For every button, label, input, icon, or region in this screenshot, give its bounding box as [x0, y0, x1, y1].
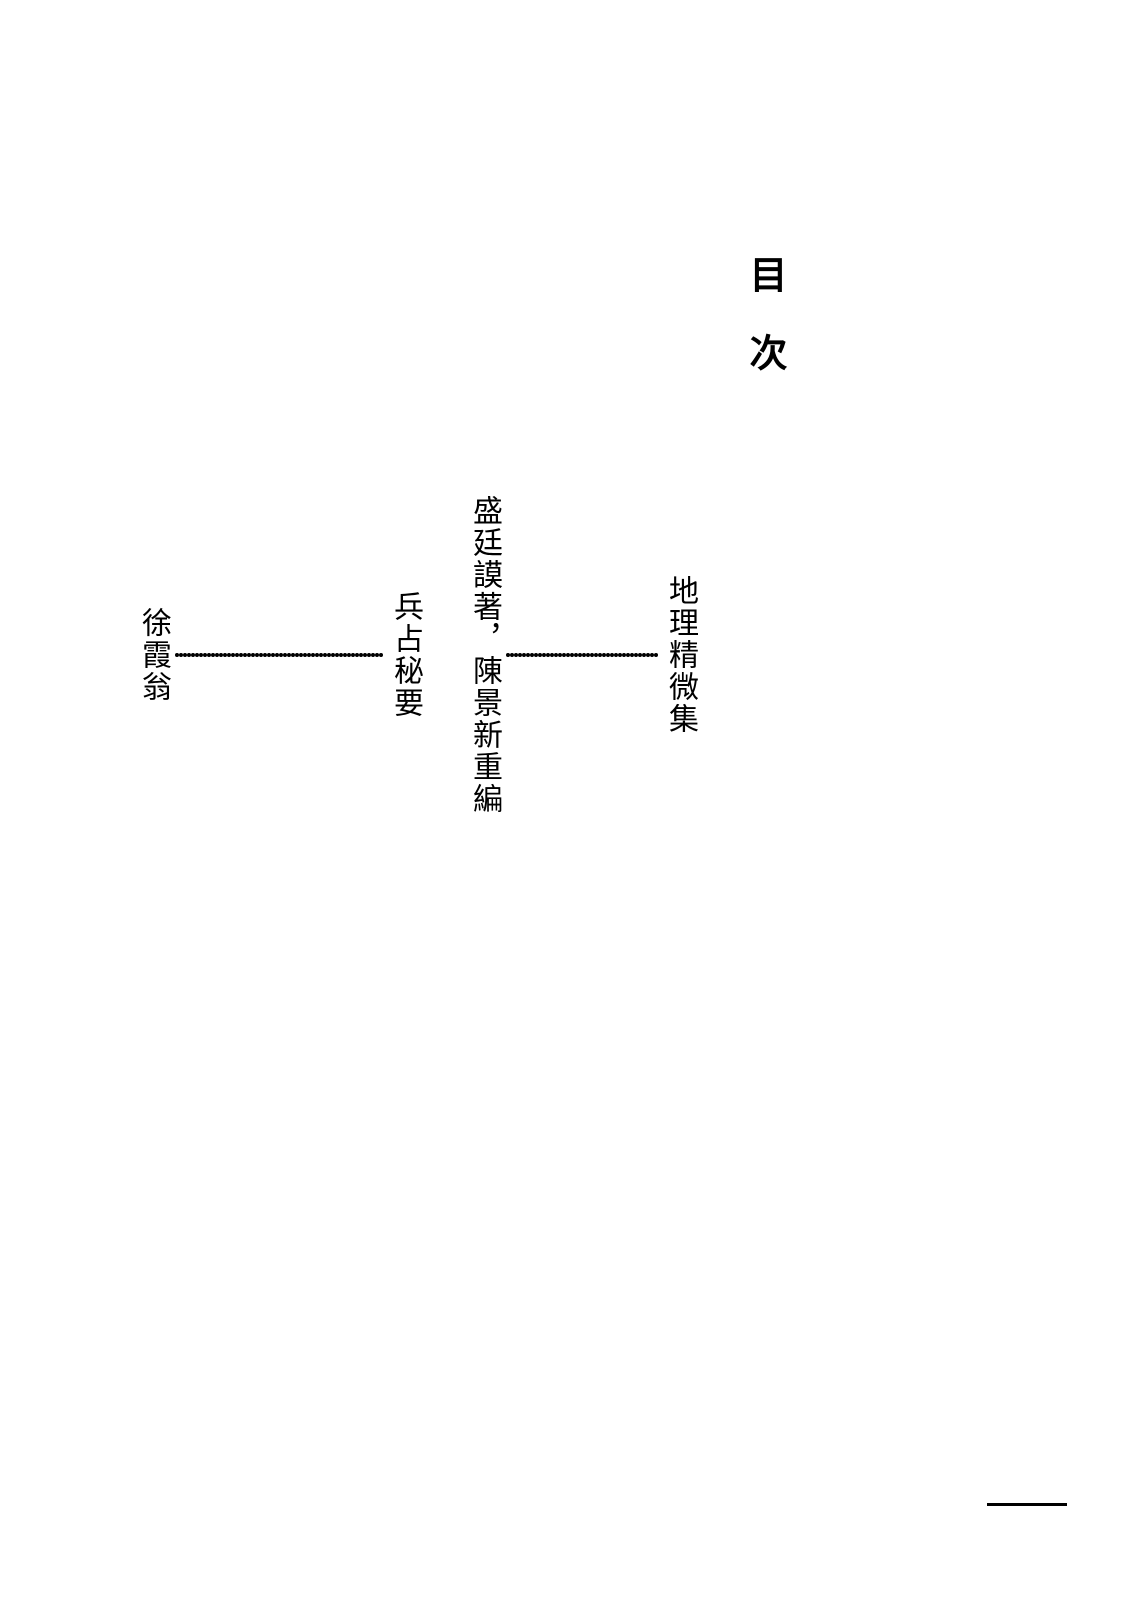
toc-entry-1: 兵占秘要 徐霞翁 [131, 180, 427, 1130]
entry-title: 地理精微集 [658, 575, 702, 735]
toc-entry-0: 地理精微集 盛廷謨著，陳景新重編 [462, 180, 702, 1130]
heading: 目次 [737, 180, 792, 1130]
page-marker [987, 1503, 1067, 1506]
entry-title: 兵占秘要 [383, 591, 427, 719]
table-of-contents: 目次 地理精微集 盛廷謨著，陳景新重編 兵占秘要 徐霞翁 [131, 180, 792, 1130]
entry-author: 徐霞翁 [131, 607, 175, 703]
dot-leader [506, 645, 658, 665]
dot-leader [175, 645, 383, 665]
heading-text: 目次 [743, 255, 785, 411]
entry-author: 盛廷謨著，陳景新重編 [462, 495, 506, 815]
